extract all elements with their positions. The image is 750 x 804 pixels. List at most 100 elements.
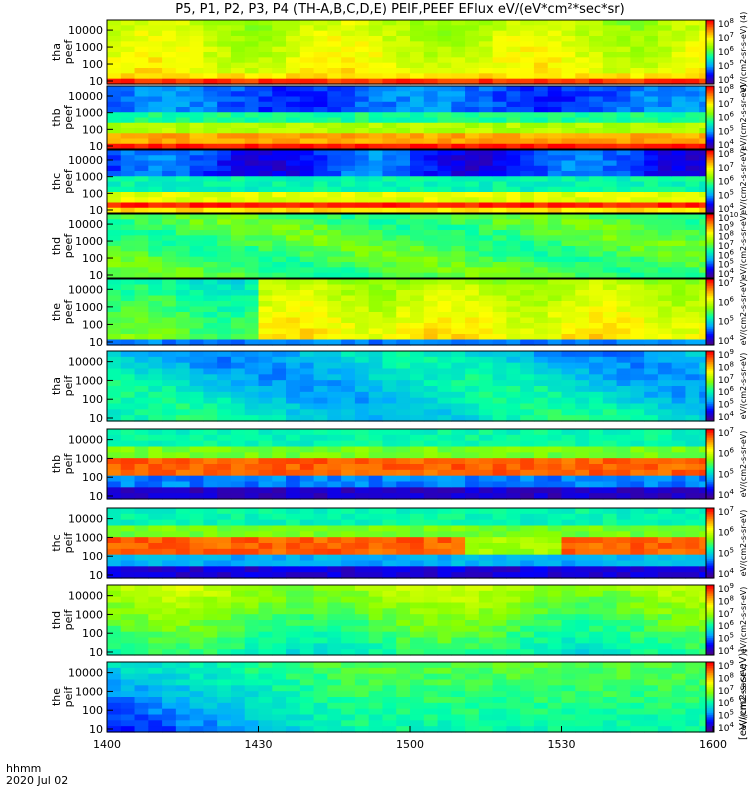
heatmap-cell <box>162 603 176 609</box>
heatmap-cell <box>506 464 520 470</box>
heatmap-cell <box>575 102 589 108</box>
heatmap-cell <box>107 458 121 464</box>
heatmap-cell <box>465 267 479 273</box>
heatmap-cell <box>314 585 328 591</box>
heatmap-cell <box>272 97 286 103</box>
heatmap-cell <box>438 36 452 42</box>
heatmap-cell <box>190 643 204 649</box>
heatmap-cell <box>396 73 410 79</box>
heatmap-cell <box>520 374 534 380</box>
heatmap-cell <box>369 301 383 307</box>
heatmap-cell <box>314 290 328 296</box>
heatmap-cell <box>479 257 493 263</box>
heatmap-cell <box>355 86 369 92</box>
heatmap-cell <box>685 508 699 514</box>
heatmap-cell <box>217 531 231 537</box>
heatmap-cell <box>534 214 548 220</box>
colorbar-tick-label: 104 <box>718 567 734 580</box>
heatmap-cell <box>465 435 479 441</box>
heatmap-cell <box>176 526 190 532</box>
heatmap-cell <box>341 369 355 375</box>
heatmap-cell <box>217 31 231 37</box>
heatmap-cell <box>300 107 314 113</box>
heatmap-cell <box>410 235 424 241</box>
heatmap-cell <box>341 187 355 193</box>
heatmap-cell <box>644 329 658 335</box>
heatmap-cell <box>369 73 383 79</box>
heatmap-cell <box>231 312 245 318</box>
heatmap-cell <box>107 133 121 139</box>
heatmap-cell <box>355 166 369 172</box>
heatmap-cell <box>506 334 520 340</box>
heatmap-cell <box>465 41 479 47</box>
heatmap-cell <box>148 470 162 476</box>
heatmap-cell <box>286 219 300 225</box>
heatmap-cell <box>396 31 410 37</box>
heatmap-cell <box>272 203 286 209</box>
heatmap-cell <box>300 128 314 134</box>
heatmap-cell <box>341 441 355 447</box>
heatmap-cell <box>479 20 493 26</box>
heatmap-cell <box>630 555 644 561</box>
heatmap-cell <box>135 369 149 375</box>
heatmap-cell <box>630 374 644 380</box>
heatmap-cell <box>314 57 328 63</box>
heatmap-cell <box>135 363 149 369</box>
heatmap-cell <box>355 219 369 225</box>
heatmap-cell <box>341 409 355 415</box>
heatmap-cell <box>272 643 286 649</box>
heatmap-cell <box>259 257 273 263</box>
heatmap-cell <box>493 334 507 340</box>
heatmap-cell <box>217 458 231 464</box>
heatmap-cell <box>245 68 259 74</box>
heatmap-cell <box>369 398 383 404</box>
heatmap-cell <box>534 68 548 74</box>
heatmap-cell <box>245 323 259 329</box>
heatmap-cell <box>685 334 699 340</box>
heatmap-cell <box>259 187 273 193</box>
heatmap-cell <box>506 323 520 329</box>
heatmap-cell <box>190 102 204 108</box>
heatmap-cell <box>630 543 644 549</box>
heatmap-cell <box>162 585 176 591</box>
heatmap-cell <box>520 386 534 392</box>
heatmap-cell <box>217 351 231 357</box>
heatmap-cell <box>382 31 396 37</box>
heatmap-cell <box>327 214 341 220</box>
heatmap-cell <box>575 230 589 236</box>
heatmap-cell <box>121 112 135 118</box>
heatmap-cell <box>107 351 121 357</box>
heatmap-cell <box>630 171 644 177</box>
heatmap-cell <box>685 41 699 47</box>
heatmap-cell <box>658 307 672 313</box>
heatmap-cell <box>617 404 631 410</box>
heatmap-cell <box>589 230 603 236</box>
heatmap-cell <box>396 464 410 470</box>
heatmap-cell <box>438 526 452 532</box>
heatmap-cell <box>438 409 452 415</box>
heatmap-cell <box>685 219 699 225</box>
y-tick-label: 10000 <box>68 154 103 167</box>
colorbar-tick-label: 107 <box>718 373 734 386</box>
heatmap-cell <box>520 219 534 225</box>
heatmap-cell <box>548 531 562 537</box>
heatmap-cell <box>314 203 328 209</box>
heatmap-cell <box>451 566 465 572</box>
heatmap-cell <box>355 585 369 591</box>
heatmap-cell <box>121 123 135 129</box>
heatmap-cell <box>424 257 438 263</box>
heatmap-cell <box>148 508 162 514</box>
heatmap-cell <box>176 267 190 273</box>
heatmap-cell <box>617 251 631 257</box>
colorbar-tick-label: 106 <box>718 385 734 398</box>
heatmap-cell <box>451 290 465 296</box>
heatmap-cell <box>107 31 121 37</box>
heatmap-cell <box>644 187 658 193</box>
heatmap-cell <box>107 225 121 231</box>
heatmap-cell <box>548 476 562 482</box>
heatmap-cell <box>396 86 410 92</box>
heatmap-cell <box>369 25 383 31</box>
heatmap-cell <box>575 36 589 42</box>
heatmap-cell <box>382 531 396 537</box>
